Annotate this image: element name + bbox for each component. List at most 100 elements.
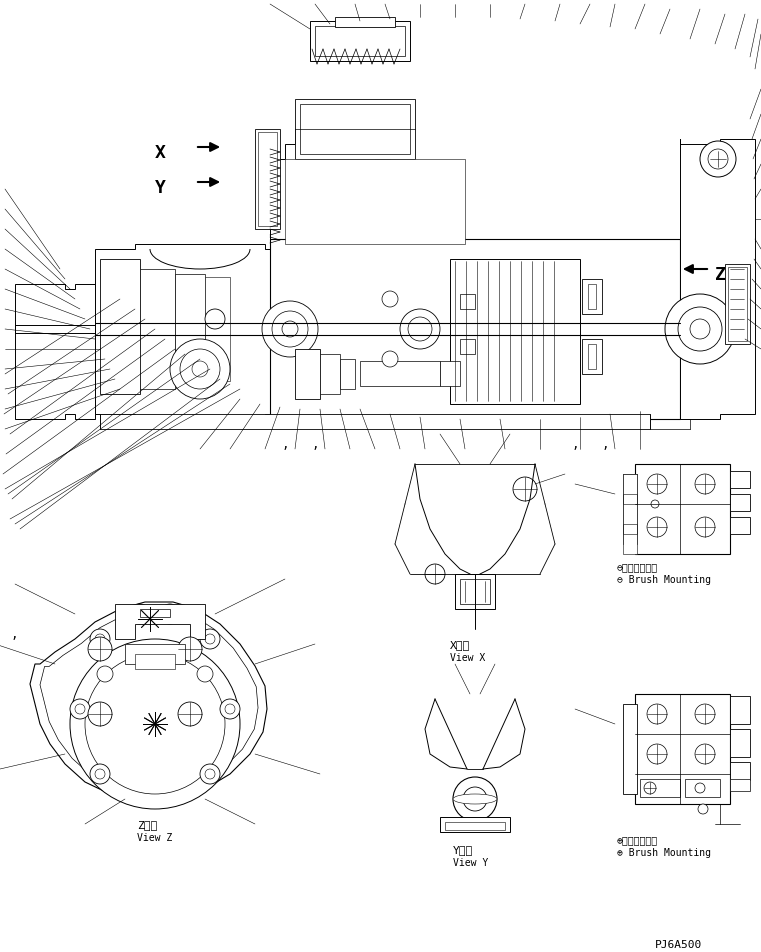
Circle shape: [644, 783, 656, 794]
Circle shape: [70, 700, 90, 720]
Bar: [315, 27, 405, 57]
Bar: [450, 260, 580, 405]
Bar: [100, 414, 650, 429]
Polygon shape: [15, 285, 95, 420]
Text: X: X: [154, 144, 165, 162]
Circle shape: [513, 478, 537, 502]
Text: ⊖ブラシ取付法: ⊖ブラシ取付法: [617, 562, 658, 571]
Circle shape: [690, 320, 710, 340]
Bar: [730, 779, 750, 791]
Text: Y: Y: [154, 179, 165, 197]
Bar: [725, 265, 750, 345]
Bar: [205, 278, 230, 382]
Bar: [258, 133, 277, 227]
Bar: [300, 105, 410, 155]
Bar: [460, 340, 475, 355]
Circle shape: [178, 637, 202, 662]
Circle shape: [651, 501, 659, 508]
Bar: [588, 345, 596, 369]
Circle shape: [695, 704, 715, 724]
Bar: [340, 360, 355, 389]
Text: ⊕ブラシ取付法: ⊕ブラシ取付法: [617, 834, 658, 844]
Bar: [460, 295, 475, 309]
Bar: [360, 362, 440, 387]
Text: ,: ,: [311, 438, 319, 451]
Text: View Y: View Y: [453, 857, 489, 867]
Bar: [588, 285, 596, 309]
Bar: [730, 729, 750, 757]
Bar: [460, 580, 490, 605]
Circle shape: [647, 704, 667, 724]
Circle shape: [197, 666, 213, 683]
Circle shape: [130, 605, 150, 625]
Bar: [623, 474, 637, 545]
Circle shape: [205, 634, 215, 645]
Circle shape: [695, 474, 715, 494]
Circle shape: [695, 783, 705, 793]
Circle shape: [160, 605, 180, 625]
Text: Y　視: Y 視: [453, 844, 473, 854]
Text: Z: Z: [715, 266, 726, 284]
Bar: [730, 696, 750, 724]
Circle shape: [88, 637, 112, 662]
Bar: [310, 22, 410, 62]
Bar: [335, 18, 395, 28]
Bar: [295, 100, 415, 160]
Text: ,: ,: [282, 438, 288, 451]
Polygon shape: [115, 605, 205, 640]
Bar: [445, 823, 505, 830]
Text: View Z: View Z: [137, 832, 172, 843]
Polygon shape: [95, 245, 270, 420]
Bar: [730, 471, 750, 488]
Bar: [685, 779, 720, 797]
Circle shape: [70, 640, 240, 809]
Text: PJ6A500: PJ6A500: [655, 939, 702, 949]
Bar: [135, 654, 175, 669]
Circle shape: [95, 634, 105, 645]
Bar: [635, 465, 730, 554]
Circle shape: [408, 318, 432, 342]
Bar: [635, 694, 730, 804]
Text: ,: ,: [572, 438, 579, 451]
Circle shape: [200, 629, 220, 649]
Circle shape: [262, 302, 318, 358]
Bar: [270, 240, 680, 420]
Text: ⊕ Brush Mounting: ⊕ Brush Mounting: [617, 847, 711, 857]
Circle shape: [463, 787, 487, 811]
Circle shape: [400, 309, 440, 349]
Bar: [623, 474, 637, 494]
Bar: [730, 763, 750, 781]
Circle shape: [698, 804, 708, 814]
Bar: [730, 518, 750, 534]
Circle shape: [97, 666, 113, 683]
Circle shape: [180, 349, 220, 389]
Circle shape: [708, 149, 728, 169]
Bar: [582, 340, 602, 374]
Circle shape: [272, 311, 308, 347]
Ellipse shape: [453, 794, 497, 804]
Bar: [728, 268, 747, 342]
Bar: [582, 280, 602, 315]
Circle shape: [135, 609, 145, 620]
Polygon shape: [40, 609, 258, 791]
Circle shape: [192, 362, 208, 378]
Bar: [623, 704, 637, 794]
Bar: [440, 362, 460, 387]
Circle shape: [647, 744, 667, 764]
Bar: [730, 494, 750, 511]
Circle shape: [382, 291, 398, 307]
Bar: [255, 129, 280, 229]
Bar: [140, 609, 170, 617]
Bar: [100, 260, 140, 394]
Circle shape: [665, 295, 735, 365]
Text: View X: View X: [450, 652, 486, 663]
Circle shape: [85, 654, 225, 794]
Circle shape: [205, 769, 215, 779]
Circle shape: [75, 704, 85, 714]
Text: ,: ,: [601, 438, 609, 451]
Text: X　視: X 視: [450, 640, 470, 649]
Bar: [640, 779, 680, 797]
Bar: [295, 349, 320, 400]
Text: ,: ,: [10, 627, 18, 641]
Circle shape: [95, 769, 105, 779]
